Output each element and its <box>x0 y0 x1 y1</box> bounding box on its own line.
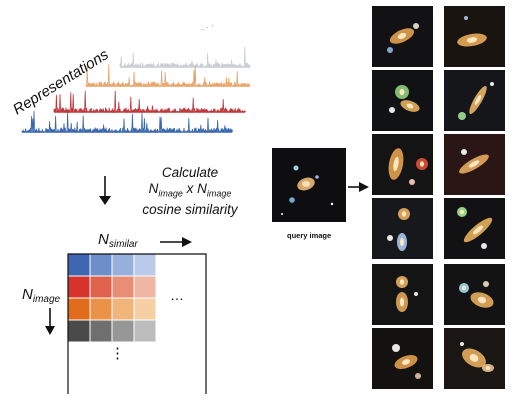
calculate-times: x N <box>182 181 207 196</box>
n-similar-n: N <box>98 231 109 248</box>
spectrum-line <box>53 90 246 114</box>
calculate-label: Calculate Nimage x Nimage cosine similar… <box>130 165 250 218</box>
calculate-n-image-a: N <box>148 181 159 196</box>
matrix-cell <box>67 253 91 277</box>
similar-images-grid <box>372 6 508 394</box>
matrix-hdots: … <box>170 287 184 303</box>
similar-image-tile <box>444 198 505 259</box>
matrix-cell <box>89 253 113 277</box>
similar-image-tile <box>444 328 505 389</box>
matrix-cell <box>89 319 113 343</box>
similar-image-tile <box>372 6 433 67</box>
matrix-cell <box>111 253 135 277</box>
matrix-cell <box>67 275 91 299</box>
matrix-cell <box>111 275 135 299</box>
spectrum-line <box>119 46 251 69</box>
similar-image-tile <box>372 198 433 259</box>
n-image-sub: image <box>32 294 61 305</box>
similarity-matrix <box>67 253 207 394</box>
matrix-cell <box>133 297 157 321</box>
n-image-n: N <box>22 286 33 303</box>
calculate-line2: Nimage x Nimage <box>130 181 250 202</box>
row-down-arrow-icon <box>45 308 55 335</box>
calculate-n-image-a-sub: image <box>158 188 183 199</box>
matrix-cell <box>89 297 113 321</box>
similar-image-tile <box>372 264 433 325</box>
similar-image-tile <box>372 70 433 131</box>
matrix-cell <box>133 275 157 299</box>
similar-image-tile <box>444 264 505 325</box>
matrix-cell <box>133 253 157 277</box>
matrix-cell <box>89 275 113 299</box>
similar-image-tile <box>444 70 505 131</box>
matrix-cell <box>67 319 91 343</box>
query-image-label: query image <box>287 231 332 240</box>
matrix-cell <box>111 297 135 321</box>
spectrum-line <box>21 110 233 134</box>
matrix-cell <box>67 297 91 321</box>
query-image <box>272 148 346 222</box>
similar-image-tile <box>372 328 433 389</box>
similar-image-tile <box>444 134 505 195</box>
query-arrow-icon <box>348 182 369 192</box>
matrix-cell <box>111 319 135 343</box>
calculate-line1: Calculate <box>161 165 219 180</box>
matrix-frame <box>67 253 207 394</box>
calculate-n-image-b-sub: image <box>206 188 232 199</box>
calculate-line3: cosine similarity <box>142 201 238 217</box>
n-similar-label: Nsimilar <box>98 231 138 250</box>
right-arrow-icon <box>160 237 192 247</box>
down-arrow-icon <box>99 176 111 205</box>
matrix-cell <box>133 319 157 343</box>
similar-image-tile <box>372 134 433 195</box>
similar-image-tile <box>444 6 505 67</box>
n-similar-sub: similar <box>108 239 138 250</box>
matrix-vdots: ⋮ <box>110 345 125 362</box>
n-image-label: Nimage <box>22 286 60 305</box>
